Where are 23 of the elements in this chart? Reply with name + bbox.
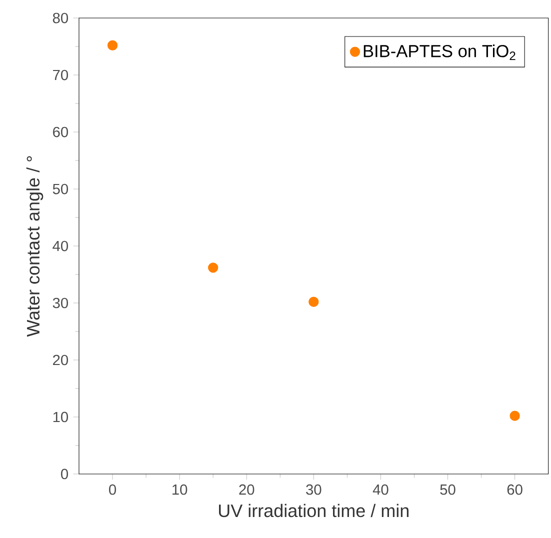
x-tick-label: 60	[507, 484, 522, 495]
point	[308, 296, 319, 307]
legend-label: BIB-APTES on TiO$_{2}$	[364, 44, 516, 60]
x-axis-title: UV irradiation time / min	[219, 504, 408, 518]
y-tick-label: 80	[52, 12, 68, 24]
y-tick-label: 30	[52, 298, 68, 308]
y-tick-label: 20	[53, 354, 68, 366]
y-tick-label: 60	[53, 126, 68, 138]
y-tick-label: 50	[52, 184, 68, 194]
y-axis-title: Water contact angle / °	[26, 156, 44, 337]
x-tick-label: 20	[239, 484, 254, 495]
y-tick-label: 40	[52, 240, 68, 252]
x-tick-label: 30	[306, 484, 322, 495]
y-tick-label: 10	[53, 412, 68, 422]
y-tick-label: 70	[53, 70, 68, 80]
x-tick-label: 40	[372, 484, 388, 495]
y-tick-label: 0	[61, 468, 68, 480]
x-tick-label: 50	[440, 484, 456, 495]
point	[107, 40, 118, 50]
x-tick-label: 0	[109, 484, 116, 495]
x-tick-label: 10	[172, 484, 188, 495]
point	[510, 410, 520, 421]
point	[208, 262, 218, 273]
